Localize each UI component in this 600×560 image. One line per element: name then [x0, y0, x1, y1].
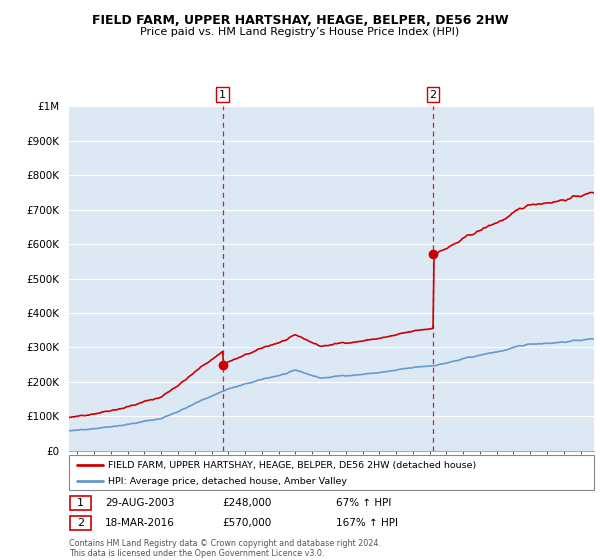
Text: HPI: Average price, detached house, Amber Valley: HPI: Average price, detached house, Ambe… — [109, 477, 347, 486]
Text: FIELD FARM, UPPER HARTSHAY, HEAGE, BELPER, DE56 2HW (detached house): FIELD FARM, UPPER HARTSHAY, HEAGE, BELPE… — [109, 460, 476, 469]
Text: 29-AUG-2003: 29-AUG-2003 — [105, 498, 175, 508]
Text: FIELD FARM, UPPER HARTSHAY, HEAGE, BELPER, DE56 2HW: FIELD FARM, UPPER HARTSHAY, HEAGE, BELPE… — [92, 14, 508, 27]
Text: 2: 2 — [430, 90, 437, 100]
Text: 67% ↑ HPI: 67% ↑ HPI — [336, 498, 391, 508]
Text: 18-MAR-2016: 18-MAR-2016 — [105, 518, 175, 528]
FancyBboxPatch shape — [69, 455, 594, 490]
Text: 167% ↑ HPI: 167% ↑ HPI — [336, 518, 398, 528]
Text: Contains HM Land Registry data © Crown copyright and database right 2024.
This d: Contains HM Land Registry data © Crown c… — [69, 539, 381, 558]
FancyBboxPatch shape — [70, 516, 91, 530]
Text: Price paid vs. HM Land Registry’s House Price Index (HPI): Price paid vs. HM Land Registry’s House … — [140, 27, 460, 37]
Text: 1: 1 — [219, 90, 226, 100]
Text: 1: 1 — [77, 498, 84, 508]
Text: 2: 2 — [77, 518, 84, 528]
Text: £570,000: £570,000 — [222, 518, 271, 528]
FancyBboxPatch shape — [70, 496, 91, 510]
Text: £248,000: £248,000 — [222, 498, 271, 508]
